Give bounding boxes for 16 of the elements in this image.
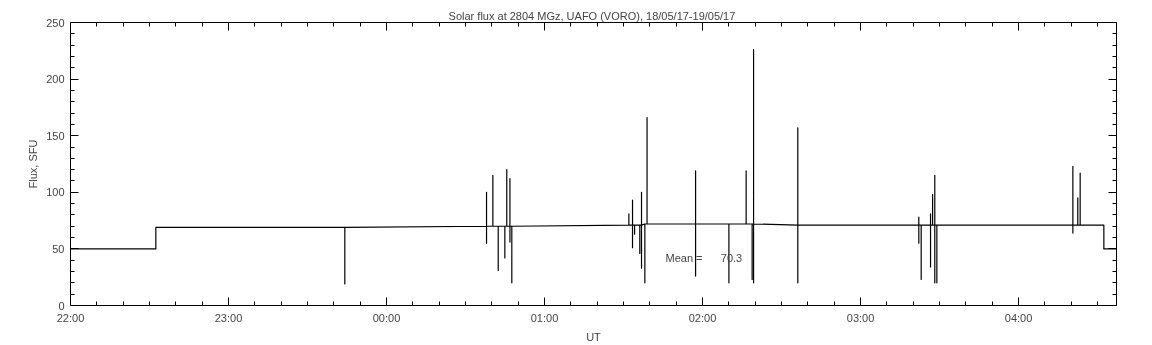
x-tick-label: 00:00 (372, 311, 401, 324)
x-tick-label: 22:00 (56, 311, 85, 324)
y-tick-label: 50 (52, 242, 65, 255)
y-axis-title: Flux, SFU (27, 139, 40, 189)
chart-title: Solar flux at 2804 MGz, UAFO (VORO), 18/05/17-19/05/17 (448, 9, 736, 22)
y-tick-label: 100 (46, 186, 65, 199)
y-tick-label: 150 (46, 129, 65, 142)
y-tick-label: 250 (46, 16, 65, 29)
y-tick-label: 0 (58, 299, 65, 312)
x-tick-label: 02:00 (688, 311, 717, 324)
x-tick-label: 23:00 (214, 311, 243, 324)
x-axis-title: UT (586, 330, 602, 343)
y-tick-label: 200 (46, 73, 65, 86)
x-tick-label: 04:00 (1004, 311, 1033, 324)
x-tick-label: 03:00 (846, 311, 875, 324)
x-tick-label: 01:00 (530, 311, 559, 324)
